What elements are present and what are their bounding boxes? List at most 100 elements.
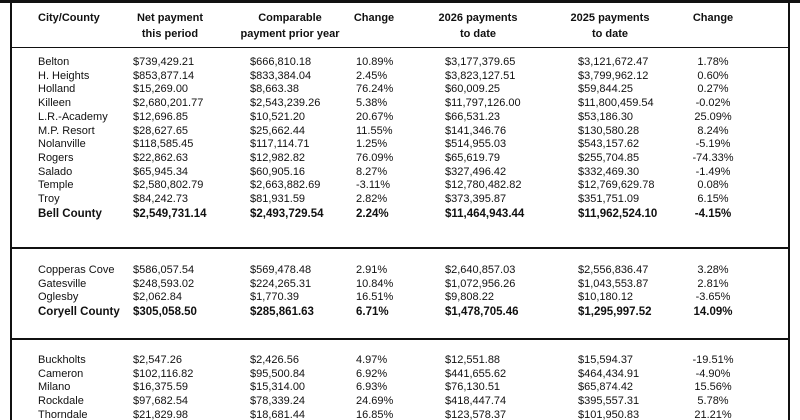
cell: Gatesville xyxy=(38,277,87,290)
cell: $2,663,882.69 xyxy=(250,179,321,192)
cell: $117,114.71 xyxy=(250,138,310,151)
cell: $60,009.25 xyxy=(445,83,501,96)
cell: $833,384.04 xyxy=(250,69,312,82)
cell: $248,593.02 xyxy=(133,277,195,290)
cell: $65,945.34 xyxy=(133,165,189,178)
header-cell: 2025 payments xyxy=(570,12,650,24)
cell: $514,955.03 xyxy=(445,138,507,151)
cell: Nolanville xyxy=(38,138,86,151)
cell: 0.27% xyxy=(697,83,729,96)
header-cell: Change xyxy=(692,12,734,24)
top-border xyxy=(0,0,800,3)
cell: H. Heights xyxy=(38,69,90,82)
cell: Milano xyxy=(38,381,71,394)
section-rule xyxy=(12,247,788,249)
cell: 2.45% xyxy=(356,69,388,82)
cell: $9,808.22 xyxy=(445,291,494,304)
cell: $81,931.59 xyxy=(250,193,306,205)
cell: $15,594.37 xyxy=(578,354,634,366)
cell: $15,314.00 xyxy=(250,381,306,394)
cell: $327,496.42 xyxy=(445,165,507,178)
cell: $123,578.37 xyxy=(445,408,507,420)
header-cell: Comparable xyxy=(258,12,322,24)
cell: $65,874.42 xyxy=(578,381,634,394)
cell: 16.51% xyxy=(356,291,394,304)
cell: 0.08% xyxy=(697,179,729,192)
cell: $130,580.28 xyxy=(578,124,640,137)
cell: $11,800,459.54 xyxy=(578,97,654,110)
cell: $10,180.12 xyxy=(578,291,634,304)
cell: 11.55% xyxy=(356,124,393,137)
cell: $8,663.38 xyxy=(250,83,299,96)
cell: $25,662.44 xyxy=(250,124,306,137)
cell: $12,769,629.78 xyxy=(578,179,655,192)
cell: 1.78% xyxy=(697,56,729,68)
total-cell: $285,861.63 xyxy=(250,306,314,319)
cell: -1.49% xyxy=(695,165,731,178)
cell: $224,265.31 xyxy=(250,277,312,290)
cell: $1,043,553.87 xyxy=(578,277,649,290)
cell: $3,177,379.65 xyxy=(445,56,516,68)
cell: $2,580,802.79 xyxy=(133,179,204,192)
header-cell: City/County xyxy=(38,12,100,24)
cell: $95,500.84 xyxy=(250,367,306,380)
cell: $16,375.59 xyxy=(133,381,189,394)
total-cell: $305,058.50 xyxy=(133,306,197,319)
cell: 4.97% xyxy=(356,354,388,366)
cell: Rogers xyxy=(38,151,74,164)
cell: $2,426.56 xyxy=(250,354,299,366)
cell: $21,829.98 xyxy=(133,408,189,420)
cell: $395,557.31 xyxy=(578,395,640,408)
cell: $2,640,857.03 xyxy=(445,264,516,276)
cell: 0.60% xyxy=(697,69,729,82)
cell: 8.24% xyxy=(697,124,729,137)
cell: $543,157.62 xyxy=(578,138,640,151)
cell: $12,982.82 xyxy=(250,151,306,164)
cell: $22,862.63 xyxy=(133,151,189,164)
total-cell: $11,962,524.10 xyxy=(578,207,658,220)
cell: $3,823,127.51 xyxy=(445,69,516,82)
cell: $666,810.18 xyxy=(250,56,312,68)
cell: 10.89% xyxy=(356,56,394,68)
total-cell: 6.71% xyxy=(356,306,389,319)
cell: $739,429.21 xyxy=(133,56,195,68)
cell: 20.67% xyxy=(356,110,394,123)
cell: $12,696.85 xyxy=(133,110,189,123)
cell: $255,704.85 xyxy=(578,151,640,164)
cell: 2.82% xyxy=(356,193,388,205)
cell: 1.25% xyxy=(356,138,388,151)
cell: $60,905.16 xyxy=(250,165,306,178)
cell: $418,447.74 xyxy=(445,395,507,408)
cell: Temple xyxy=(38,179,74,192)
cell: 8.27% xyxy=(356,165,388,178)
cell: $10,521.20 xyxy=(250,110,306,123)
cell: Rockdale xyxy=(38,395,84,408)
cell: $97,682.54 xyxy=(133,395,189,408)
cell: $84,242.73 xyxy=(133,193,189,205)
cell: Buckholts xyxy=(38,354,86,366)
right-border xyxy=(788,0,790,420)
total-cell: Coryell County xyxy=(38,306,120,319)
cell: 10.84% xyxy=(356,277,394,290)
cell: $15,269.00 xyxy=(133,83,189,96)
cell: 21.21% xyxy=(694,408,732,420)
header-cell: Change xyxy=(353,12,395,24)
cell: $586,057.54 xyxy=(133,264,195,276)
total-cell: 2.24% xyxy=(356,207,389,220)
cell: Belton xyxy=(38,56,70,68)
total-cell: 14.09% xyxy=(693,306,733,319)
header-cell: 2026 payments xyxy=(438,12,518,24)
cell: 16.85% xyxy=(356,408,394,420)
cell: -74.33% xyxy=(692,151,734,164)
header-cell: this period xyxy=(141,28,199,40)
total-cell: $2,493,729.54 xyxy=(250,207,324,220)
cell: $441,655.62 xyxy=(445,367,507,380)
cell: Salado xyxy=(38,165,73,178)
cell: 6.93% xyxy=(356,381,388,394)
cell: $373,395.87 xyxy=(445,193,507,205)
cell: $12,780,482.82 xyxy=(445,179,522,192)
cell: $28,627.65 xyxy=(133,124,189,137)
cell: $12,551.88 xyxy=(445,354,501,366)
cell: $141,346.76 xyxy=(445,124,507,137)
cell: -0.02% xyxy=(695,97,731,110)
